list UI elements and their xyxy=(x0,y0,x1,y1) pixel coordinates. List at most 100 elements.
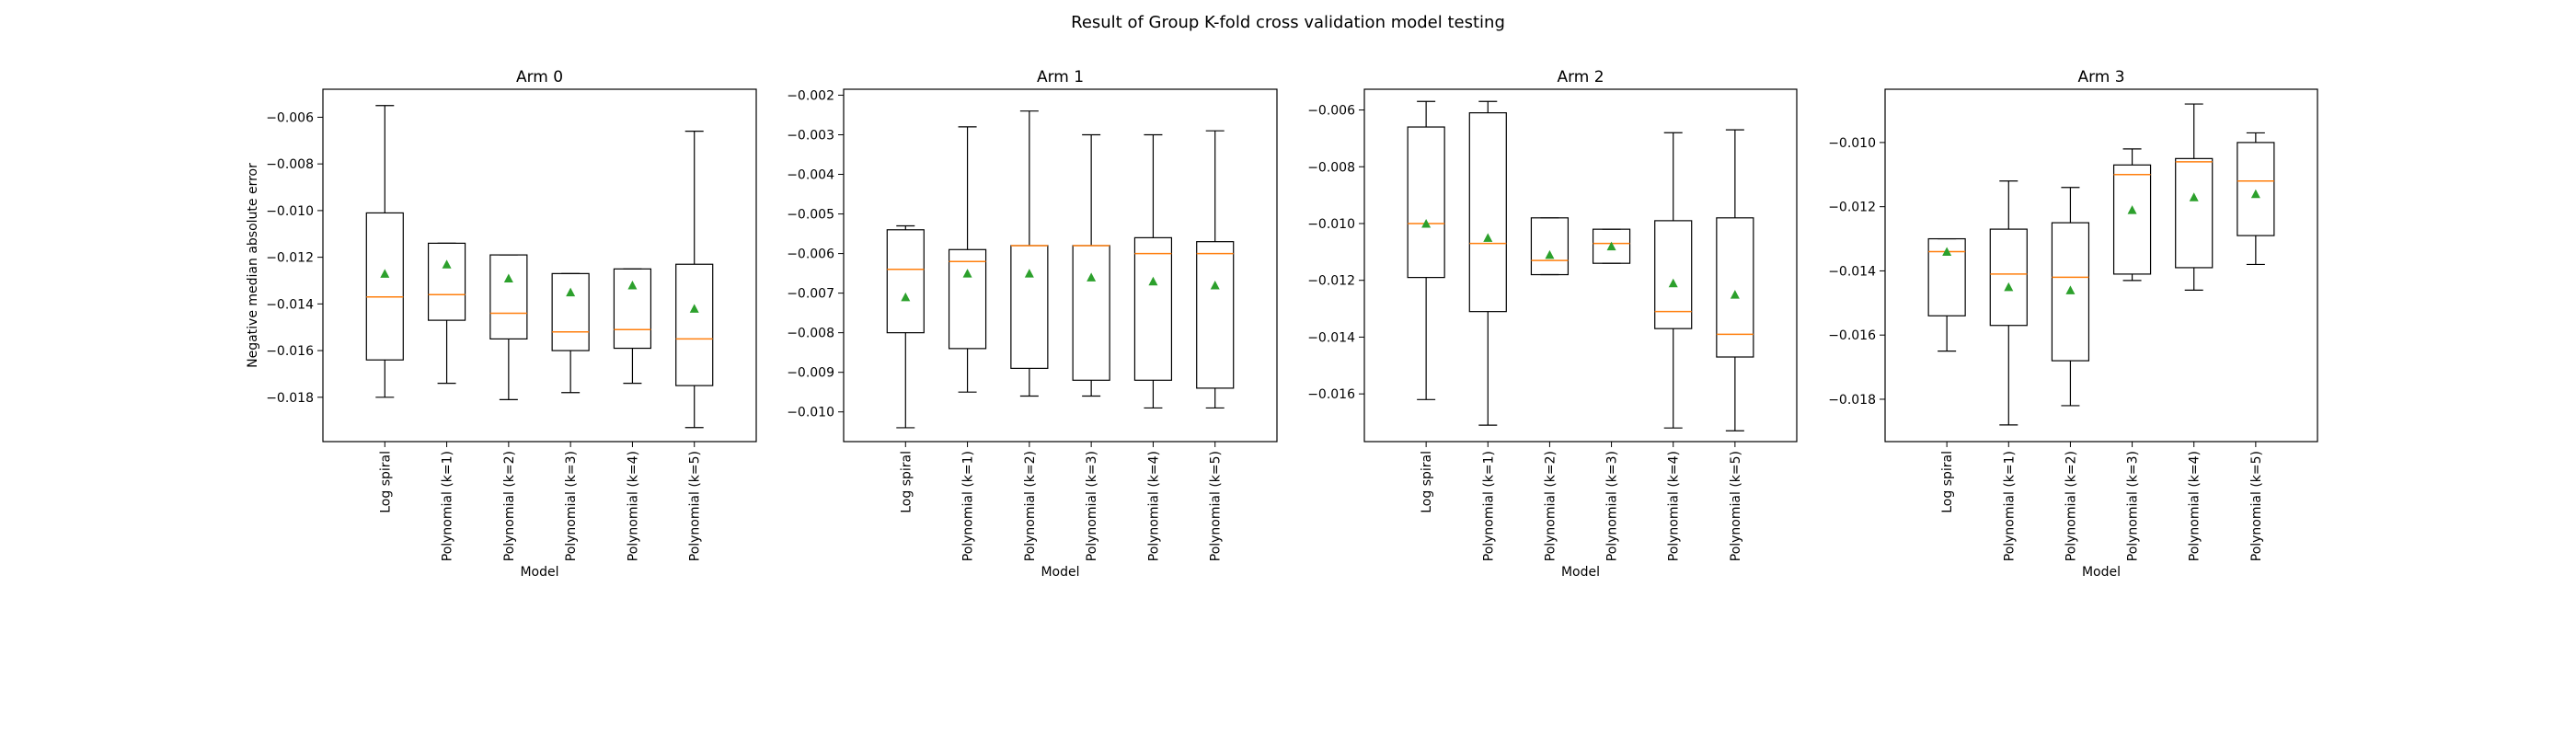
axes-frame xyxy=(843,88,1278,443)
panel-title: Arm 1 xyxy=(1037,68,1084,86)
chart-panel-arm-2: Arm 2 −0.006 −0.008 −0.010 −0.012 −0.014 −0.01… xyxy=(1307,68,1798,580)
mean-marker xyxy=(2189,192,2199,201)
x-tick-label: Polynomial (k=1) xyxy=(441,451,455,561)
mean-marker xyxy=(1210,281,1220,290)
iqr-box xyxy=(1468,112,1507,313)
x-tick-label: Polynomial (k=3) xyxy=(2126,451,2141,561)
y-tick-label: −0.002 xyxy=(787,88,834,103)
y-tick-label: −0.008 xyxy=(266,157,314,172)
mean-marker xyxy=(627,281,638,290)
x-tick-label: Polynomial (k=5) xyxy=(688,451,703,561)
box-1 xyxy=(365,105,404,398)
iqr-box xyxy=(1196,241,1235,389)
box-6 xyxy=(2237,132,2275,266)
iqr-box xyxy=(2175,157,2214,269)
x-tick-label: Polynomial (k=2) xyxy=(1023,451,1038,561)
iqr-box xyxy=(1530,217,1570,276)
x-tick-label: Log spiral xyxy=(378,451,393,513)
chart-panel-arm-3: Arm 3 −0.010 −0.012 −0.014 −0.016 −0.018 Log s… xyxy=(1828,68,2318,580)
mean-marker xyxy=(1148,276,1158,286)
x-tick-label: Polynomial (k=5) xyxy=(2249,451,2264,561)
panel-title: Arm 2 xyxy=(1557,68,1604,86)
y-tick-label: −0.006 xyxy=(266,110,314,125)
mean-marker xyxy=(2250,189,2260,199)
iqr-box xyxy=(613,268,652,350)
mean-marker xyxy=(1668,278,1678,288)
mean-marker xyxy=(2127,205,2137,214)
y-tick-label: −0.010 xyxy=(787,406,834,420)
mean-marker xyxy=(2004,282,2014,292)
box-4 xyxy=(1072,133,1110,397)
mean-marker xyxy=(1421,218,1432,228)
mean-marker xyxy=(1545,249,1555,259)
iqr-box xyxy=(2237,142,2275,236)
box-1 xyxy=(1927,237,1966,352)
axes-frame xyxy=(1363,88,1798,443)
y-tick-label: −0.012 xyxy=(266,251,314,266)
box-3 xyxy=(2051,187,2090,407)
chart-panel-arm-0: Arm 0 −0.006 −0.008 −0.010 −0.012 −0.014 −0.01… xyxy=(246,68,757,580)
mean-marker xyxy=(962,269,972,278)
x-tick-label: Log spiral xyxy=(1420,451,1434,513)
axes-frame xyxy=(1884,88,2318,443)
box-1 xyxy=(886,224,925,429)
figure-title: Result of Group K-fold cross validation … xyxy=(1071,13,1505,32)
y-tick-label: −0.018 xyxy=(1828,393,1876,408)
box-4 xyxy=(1592,228,1631,264)
x-tick-label: Log spiral xyxy=(1940,451,1955,513)
mean-marker xyxy=(1942,247,1952,257)
iqr-box xyxy=(1133,236,1173,381)
x-axis-label: Model xyxy=(1041,565,1079,580)
iqr-box xyxy=(1407,126,1445,279)
x-tick-label: Polynomial (k=1) xyxy=(1481,451,1496,561)
mean-marker xyxy=(503,273,513,282)
axes-frame xyxy=(322,88,757,443)
x-axis-label: Model xyxy=(520,565,558,580)
x-tick-label: Log spiral xyxy=(899,451,914,513)
y-tick-label: −0.014 xyxy=(1828,264,1876,279)
iqr-box xyxy=(1989,228,2028,327)
x-tick-label: Polynomial (k=2) xyxy=(502,451,517,561)
box-6 xyxy=(1716,129,1754,431)
iqr-box xyxy=(427,242,466,321)
iqr-box xyxy=(1592,228,1631,264)
mean-marker xyxy=(689,304,699,313)
iqr-box xyxy=(365,212,404,361)
x-tick-label: Polynomial (k=5) xyxy=(1729,451,1743,561)
iqr-box xyxy=(886,229,925,334)
mean-marker xyxy=(1606,241,1616,251)
y-tick-label: −0.010 xyxy=(1828,136,1876,151)
iqr-box xyxy=(2051,222,2090,362)
box-4 xyxy=(551,272,590,394)
x-tick-label: Polynomial (k=4) xyxy=(1667,451,1682,561)
mean-marker xyxy=(380,269,390,278)
y-tick-label: −0.010 xyxy=(1307,217,1355,232)
box-6 xyxy=(675,131,714,429)
y-tick-label: −0.016 xyxy=(266,344,314,359)
y-tick-label: −0.010 xyxy=(266,204,314,219)
iqr-box xyxy=(1072,245,1110,381)
y-tick-label: −0.016 xyxy=(1828,328,1876,343)
mean-marker xyxy=(1483,233,1493,242)
iqr-box xyxy=(551,272,590,351)
mean-marker xyxy=(1087,272,1097,282)
mean-marker xyxy=(901,292,911,302)
panel-title: Arm 0 xyxy=(516,68,563,86)
box-3 xyxy=(1010,110,1049,397)
box-2 xyxy=(427,242,466,385)
y-tick-label: −0.014 xyxy=(266,297,314,312)
x-tick-label: Polynomial (k=1) xyxy=(2002,451,2017,561)
panel-title: Arm 3 xyxy=(2077,68,2124,86)
x-tick-label: Polynomial (k=1) xyxy=(961,451,976,561)
y-tick-label: −0.012 xyxy=(1307,274,1355,289)
mean-marker xyxy=(1024,269,1034,278)
y-tick-label: −0.004 xyxy=(787,168,834,183)
x-tick-label: Polynomial (k=3) xyxy=(1085,451,1099,561)
iqr-box xyxy=(2112,164,2152,275)
x-tick-label: Polynomial (k=4) xyxy=(2188,451,2202,561)
box-5 xyxy=(1133,133,1173,409)
y-tick-label: −0.006 xyxy=(1307,104,1355,119)
box-4 xyxy=(2112,148,2152,282)
y-tick-label: −0.008 xyxy=(787,327,834,341)
